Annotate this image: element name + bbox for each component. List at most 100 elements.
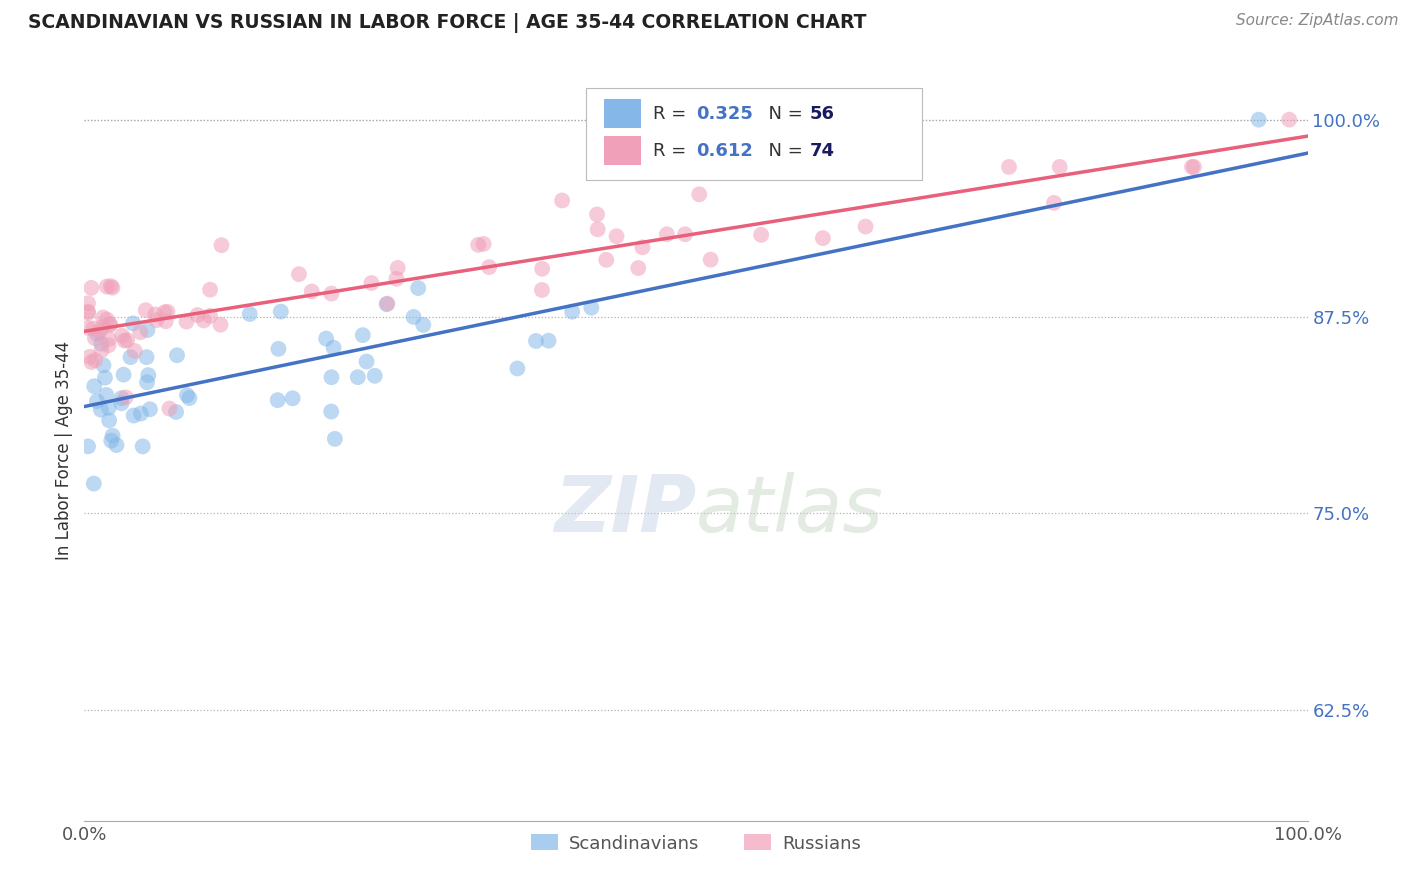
Point [364, 368, 387, 383]
Point [136, 376, 159, 390]
Text: 74: 74 [810, 142, 835, 160]
Point [561, 304, 583, 318]
Point [77, 321, 100, 335]
Point [77, 439, 100, 453]
Point [77, 306, 100, 320]
Point [187, 308, 209, 322]
Point [114, 390, 136, 404]
Point [301, 285, 323, 299]
Point [524, 334, 547, 348]
Point [91, 320, 114, 334]
Point [110, 391, 132, 405]
Point [166, 348, 188, 362]
Point [136, 323, 159, 337]
Point [96, 279, 118, 293]
Point [209, 318, 232, 332]
Point [165, 405, 187, 419]
Point [1181, 160, 1204, 174]
Text: ZIP: ZIP [554, 472, 696, 548]
Point [94, 370, 117, 384]
Point [77, 296, 100, 310]
Point [97, 401, 120, 415]
Point [998, 160, 1021, 174]
Point [105, 438, 128, 452]
Point [93, 358, 115, 372]
Point [112, 368, 135, 382]
Point [377, 296, 399, 310]
Point [688, 187, 710, 202]
Point [267, 342, 290, 356]
Point [86, 326, 108, 341]
Point [530, 283, 553, 297]
Point [159, 401, 181, 416]
Point [605, 229, 627, 244]
Point [198, 283, 221, 297]
Point [131, 439, 153, 453]
Point [114, 334, 136, 348]
Point [321, 370, 343, 384]
Point [179, 391, 201, 405]
FancyBboxPatch shape [586, 87, 922, 180]
Point [211, 238, 233, 252]
Point [101, 428, 124, 442]
Point [478, 260, 501, 274]
Point [193, 313, 215, 327]
Point [321, 404, 343, 418]
Point [673, 227, 696, 242]
Point [79, 350, 101, 364]
Text: SCANDINAVIAN VS RUSSIAN IN LABOR FORCE | AGE 35-44 CORRELATION CHART: SCANDINAVIAN VS RUSSIAN IN LABOR FORCE |… [28, 13, 866, 33]
Point [288, 267, 311, 281]
Text: Source: ZipAtlas.com: Source: ZipAtlas.com [1236, 13, 1399, 29]
Point [120, 350, 142, 364]
Point [90, 343, 112, 358]
Point [198, 309, 221, 323]
Text: 0.325: 0.325 [696, 104, 752, 122]
Point [153, 305, 176, 319]
Point [86, 394, 108, 409]
Point [1278, 112, 1301, 127]
Point [96, 388, 118, 402]
Point [472, 236, 495, 251]
Point [321, 286, 343, 301]
Bar [605, 136, 641, 165]
Legend: Scandinavians, Russians: Scandinavians, Russians [523, 827, 869, 860]
Point [281, 391, 304, 405]
Point [135, 350, 157, 364]
Bar [605, 99, 641, 128]
Point [402, 310, 425, 324]
Point [586, 207, 609, 221]
Point [323, 432, 346, 446]
Point [176, 314, 198, 328]
Point [90, 402, 112, 417]
Text: 0.612: 0.612 [696, 142, 752, 160]
Point [97, 338, 120, 352]
Point [110, 396, 132, 410]
Point [89, 325, 111, 339]
Point [595, 252, 617, 267]
Point [387, 260, 409, 275]
Point [82, 321, 104, 335]
Point [98, 317, 121, 331]
Point [375, 297, 398, 311]
Point [80, 355, 103, 369]
Point [156, 304, 179, 318]
Point [91, 310, 114, 325]
Point [124, 343, 146, 358]
Point [83, 379, 105, 393]
Point [239, 307, 262, 321]
Point [101, 281, 124, 295]
Point [699, 252, 721, 267]
Point [811, 231, 834, 245]
Text: R =: R = [654, 104, 692, 122]
Point [96, 312, 118, 326]
Point [655, 227, 678, 242]
Point [346, 370, 368, 384]
Point [90, 336, 112, 351]
Point [1247, 112, 1270, 127]
Point [115, 333, 138, 347]
Text: N =: N = [758, 104, 808, 122]
Point [129, 326, 152, 340]
Point [77, 304, 100, 318]
Point [627, 261, 650, 276]
Point [352, 328, 374, 343]
